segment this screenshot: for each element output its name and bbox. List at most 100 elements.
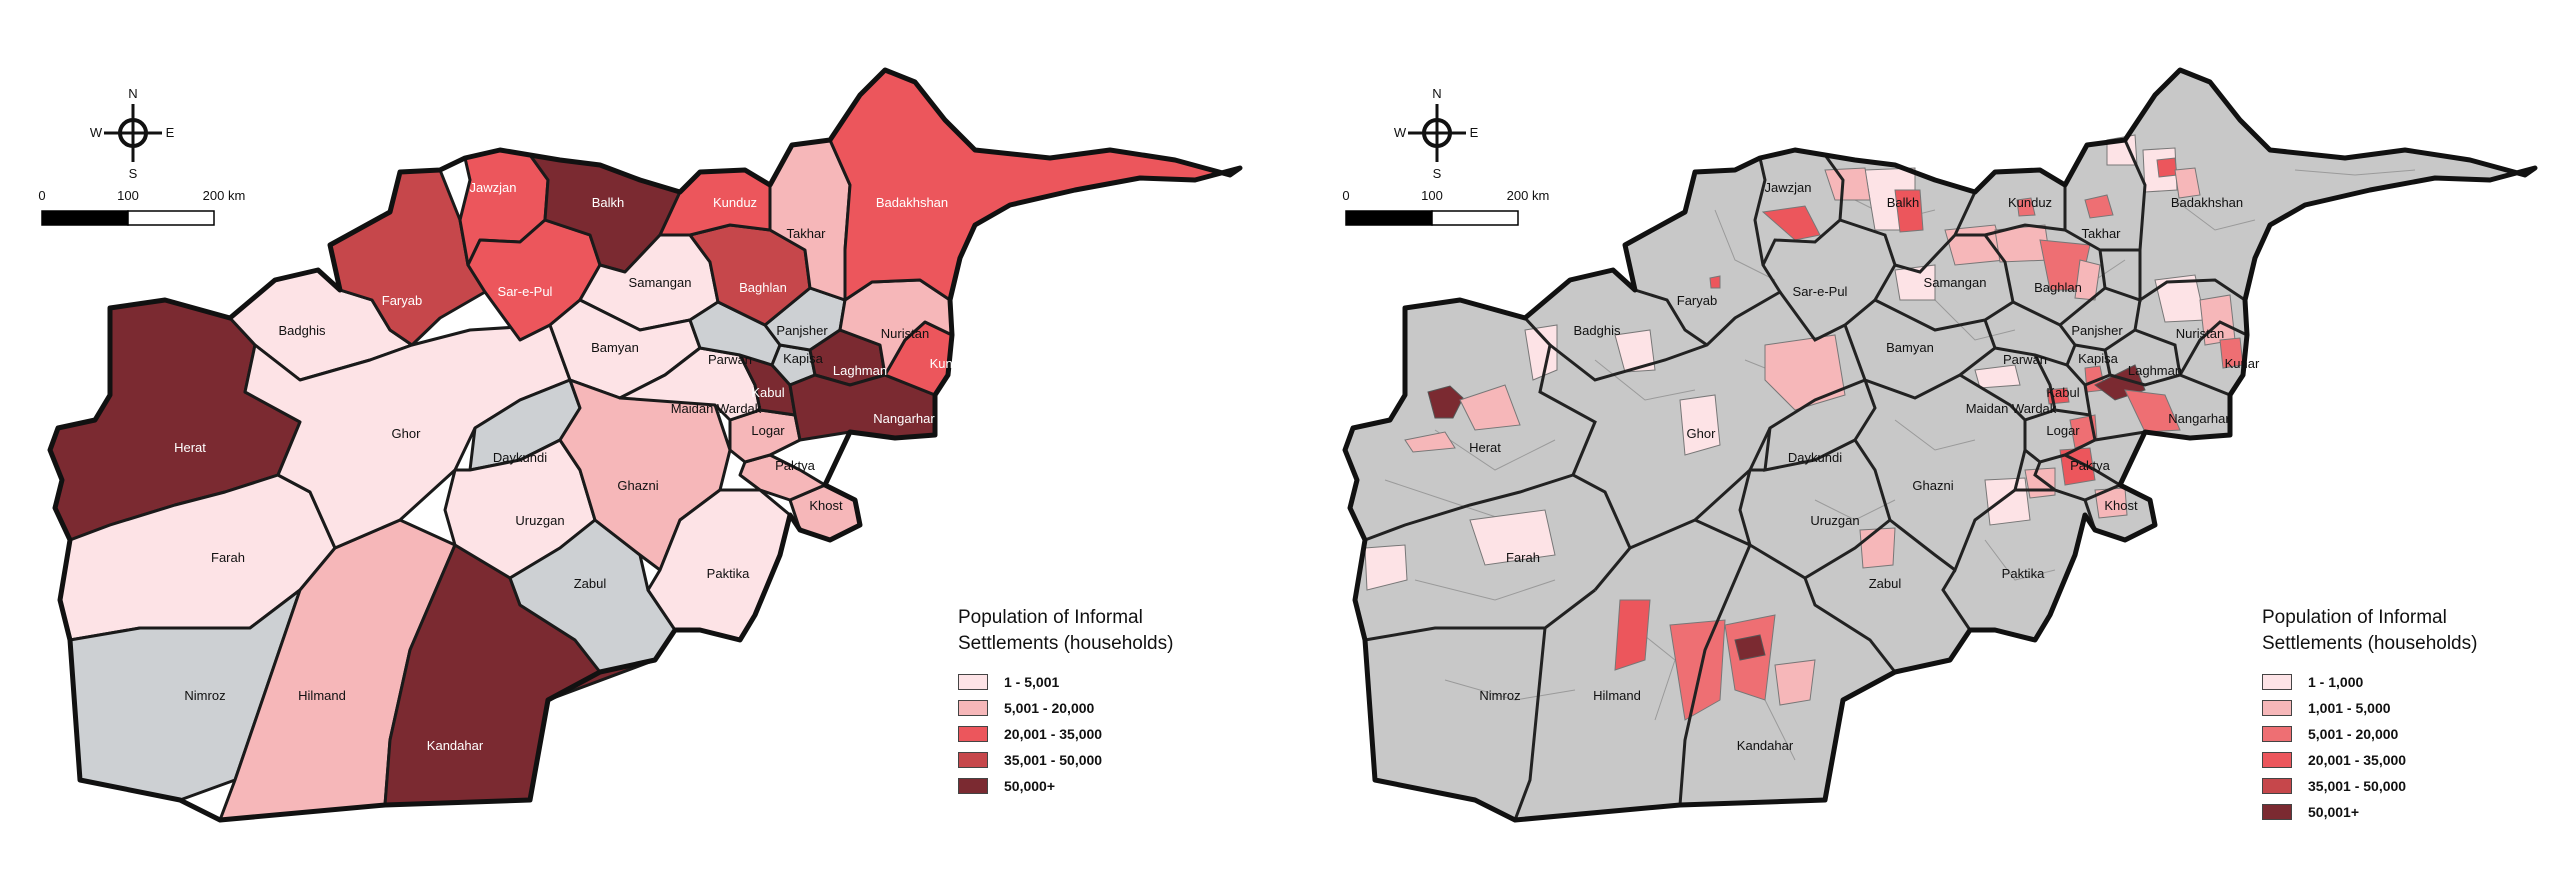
district-map-panel: N S E W 0 100 200 km <box>1300 0 2560 888</box>
district-choropleth-map: N S E W 0 100 200 km <box>1342 67 2538 823</box>
label-nuristan: Nuristan <box>881 326 929 341</box>
district-layer: Jawzjan Balkh Kunduz Takhar Badakhshan F… <box>1342 67 2538 823</box>
compass-south-label: S <box>129 166 138 181</box>
province-badakhshan[interactable] <box>828 68 1242 302</box>
label-nuristan: Nuristan <box>2176 326 2224 341</box>
label-takhar: Takhar <box>2081 226 2121 241</box>
label-badghis: Badghis <box>1574 323 1621 338</box>
label-uruzgan: Uruzgan <box>515 513 564 528</box>
label-maidan-wardak: Maidan Wardak <box>1966 401 2057 416</box>
label-zabul: Zabul <box>574 576 607 591</box>
label-maidan-wardak: Maidan Wardak <box>671 401 762 416</box>
label-nimroz: Nimroz <box>1479 688 1520 703</box>
legend-label: 5,001 - 20,000 <box>2308 726 2399 742</box>
label-parwan: Parwan <box>708 352 752 367</box>
label-kabul: Kabul <box>751 385 784 400</box>
compass-east-label: E <box>166 125 175 140</box>
label-faryab: Faryab <box>382 293 422 308</box>
label-kunar: Kunar <box>2225 356 2260 371</box>
label-herat: Herat <box>174 440 206 455</box>
province-paktya[interactable] <box>738 453 827 502</box>
label-kandahar: Kandahar <box>1737 738 1794 753</box>
legend-label: 1,001 - 5,000 <box>2308 700 2391 716</box>
label-jawzjan: Jawzjan <box>470 180 517 195</box>
label-herat: Herat <box>1469 440 1501 455</box>
label-kapisa: Kapisa <box>783 351 824 366</box>
legend-swatch <box>2262 778 2292 794</box>
label-badakhshan: Badakhshan <box>876 195 948 210</box>
label-logar: Logar <box>751 423 785 438</box>
legend-item: 50,001+ <box>2262 799 2522 825</box>
label-baghlan: Baghlan <box>739 280 787 295</box>
legend-item: 1 - 5,001 <box>958 669 1218 695</box>
label-nangarhar: Nangarhar <box>873 411 935 426</box>
province-map-panel: N S E W 0 100 200 km <box>38 67 1243 823</box>
compass-north-label: N <box>128 86 137 101</box>
label-kapisa: Kapisa <box>2078 351 2119 366</box>
scale-mid-label: 100 <box>1421 188 1443 203</box>
label-badghis: Badghis <box>279 323 326 338</box>
legend-label: 1 - 5,001 <box>1004 674 1060 690</box>
label-khost: Khost <box>809 498 843 513</box>
label-samangan: Samangan <box>1924 275 1987 290</box>
compass-rose-icon: N S E W <box>90 86 175 181</box>
label-parwan: Parwan <box>2003 352 2047 367</box>
label-hilmand: Hilmand <box>1593 688 1641 703</box>
label-kunar: Kunar <box>930 356 965 371</box>
label-badakhshan: Badakhshan <box>2171 195 2243 210</box>
province-choropleth-map: N S E W 0 100 200 km <box>38 67 1243 823</box>
label-bamyan: Bamyan <box>591 340 639 355</box>
legend-swatch <box>2262 700 2292 716</box>
label-paktika: Paktika <box>2002 566 2045 581</box>
label-takhar: Takhar <box>786 226 826 241</box>
legend-label: 1 - 1,000 <box>2308 674 2364 690</box>
legend-label: 20,001 - 35,000 <box>2308 752 2407 768</box>
legend-item: 1,001 - 5,000 <box>2262 695 2522 721</box>
compass-rose-icon: N S E W <box>1394 86 1479 181</box>
label-panjsher: Panjsher <box>2071 323 2123 338</box>
legend-item: 20,001 - 35,000 <box>958 721 1218 747</box>
scale-end-label: 200 km <box>203 188 246 203</box>
legend-item: 5,001 - 20,000 <box>958 695 1218 721</box>
label-ghazni: Ghazni <box>617 478 658 493</box>
label-nangarhar: Nangarhar <box>2168 411 2230 426</box>
scale-end-label: 200 km <box>1507 188 1550 203</box>
compass-north-label: N <box>1432 86 1441 101</box>
legend-item: 35,001 - 50,000 <box>2262 773 2522 799</box>
label-ghor: Ghor <box>392 426 422 441</box>
label-ghazni: Ghazni <box>1912 478 1953 493</box>
label-daykundi: Daykundi <box>1788 450 1842 465</box>
legend-label: 50,001+ <box>2308 804 2359 820</box>
province-layer <box>47 67 1243 823</box>
label-paktya: Paktya <box>775 458 816 473</box>
label-samangan: Samangan <box>629 275 692 290</box>
country-outline <box>1342 67 2538 823</box>
label-balkh: Balkh <box>1887 195 1920 210</box>
legend-item: 1 - 1,000 <box>2262 669 2522 695</box>
label-uruzgan: Uruzgan <box>1810 513 1859 528</box>
country-outline <box>47 67 1243 823</box>
legend-label: 5,001 - 20,000 <box>1004 700 1095 716</box>
legend-label: 50,000+ <box>1004 778 1055 794</box>
legend-item: 20,001 - 35,000 <box>2262 747 2522 773</box>
scale-zero-label: 0 <box>1342 188 1349 203</box>
legend-swatch <box>2262 752 2292 768</box>
legend-swatch <box>958 674 988 690</box>
scale-mid-label: 100 <box>117 188 139 203</box>
label-laghman: Laghman <box>2128 363 2182 378</box>
legend-title: Population of Informal Settlements (hous… <box>2262 607 2478 654</box>
map-legend: Population of Informal Settlements (hous… <box>2262 605 2522 825</box>
legend-swatch <box>2262 674 2292 690</box>
province-borders <box>1364 139 2248 821</box>
label-sar-e-pul: Sar-e-Pul <box>1793 284 1848 299</box>
scale-zero-label: 0 <box>38 188 45 203</box>
label-farah: Farah <box>211 550 245 565</box>
legend-swatch <box>958 778 988 794</box>
label-jawzjan: Jawzjan <box>1765 180 1812 195</box>
legend-swatch <box>958 752 988 768</box>
map-legend: Population of Informal Settlements (hous… <box>958 605 1218 799</box>
legend-item: 50,000+ <box>958 773 1218 799</box>
label-zabul: Zabul <box>1869 576 1902 591</box>
label-faryab: Faryab <box>1677 293 1717 308</box>
legend-swatch <box>2262 726 2292 742</box>
